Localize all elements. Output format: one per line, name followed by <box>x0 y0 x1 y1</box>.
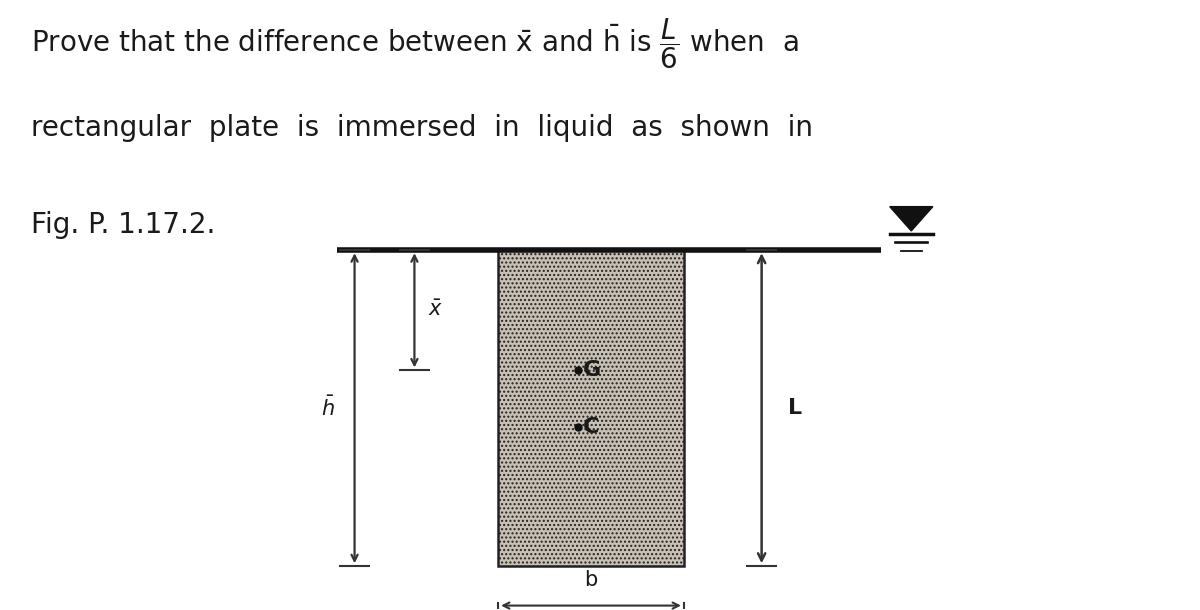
Text: $\bar{x}$: $\bar{x}$ <box>428 300 444 320</box>
Text: Fig. P. 1.17.2.: Fig. P. 1.17.2. <box>31 211 216 239</box>
Text: Prove that the difference between $\mathsf{\bar{x}}$ and $\mathsf{\bar{h}}$ is $: Prove that the difference between $\math… <box>31 16 799 71</box>
Polygon shape <box>889 207 932 231</box>
Text: rectangular  plate  is  immersed  in  liquid  as  shown  in: rectangular plate is immersed in liquid … <box>31 113 814 142</box>
Text: b: b <box>584 570 598 590</box>
Text: $\bar{h}$: $\bar{h}$ <box>322 396 335 420</box>
Bar <box>498 250 684 566</box>
Text: C: C <box>582 417 599 437</box>
Text: L: L <box>788 398 802 418</box>
Text: G: G <box>582 361 601 381</box>
